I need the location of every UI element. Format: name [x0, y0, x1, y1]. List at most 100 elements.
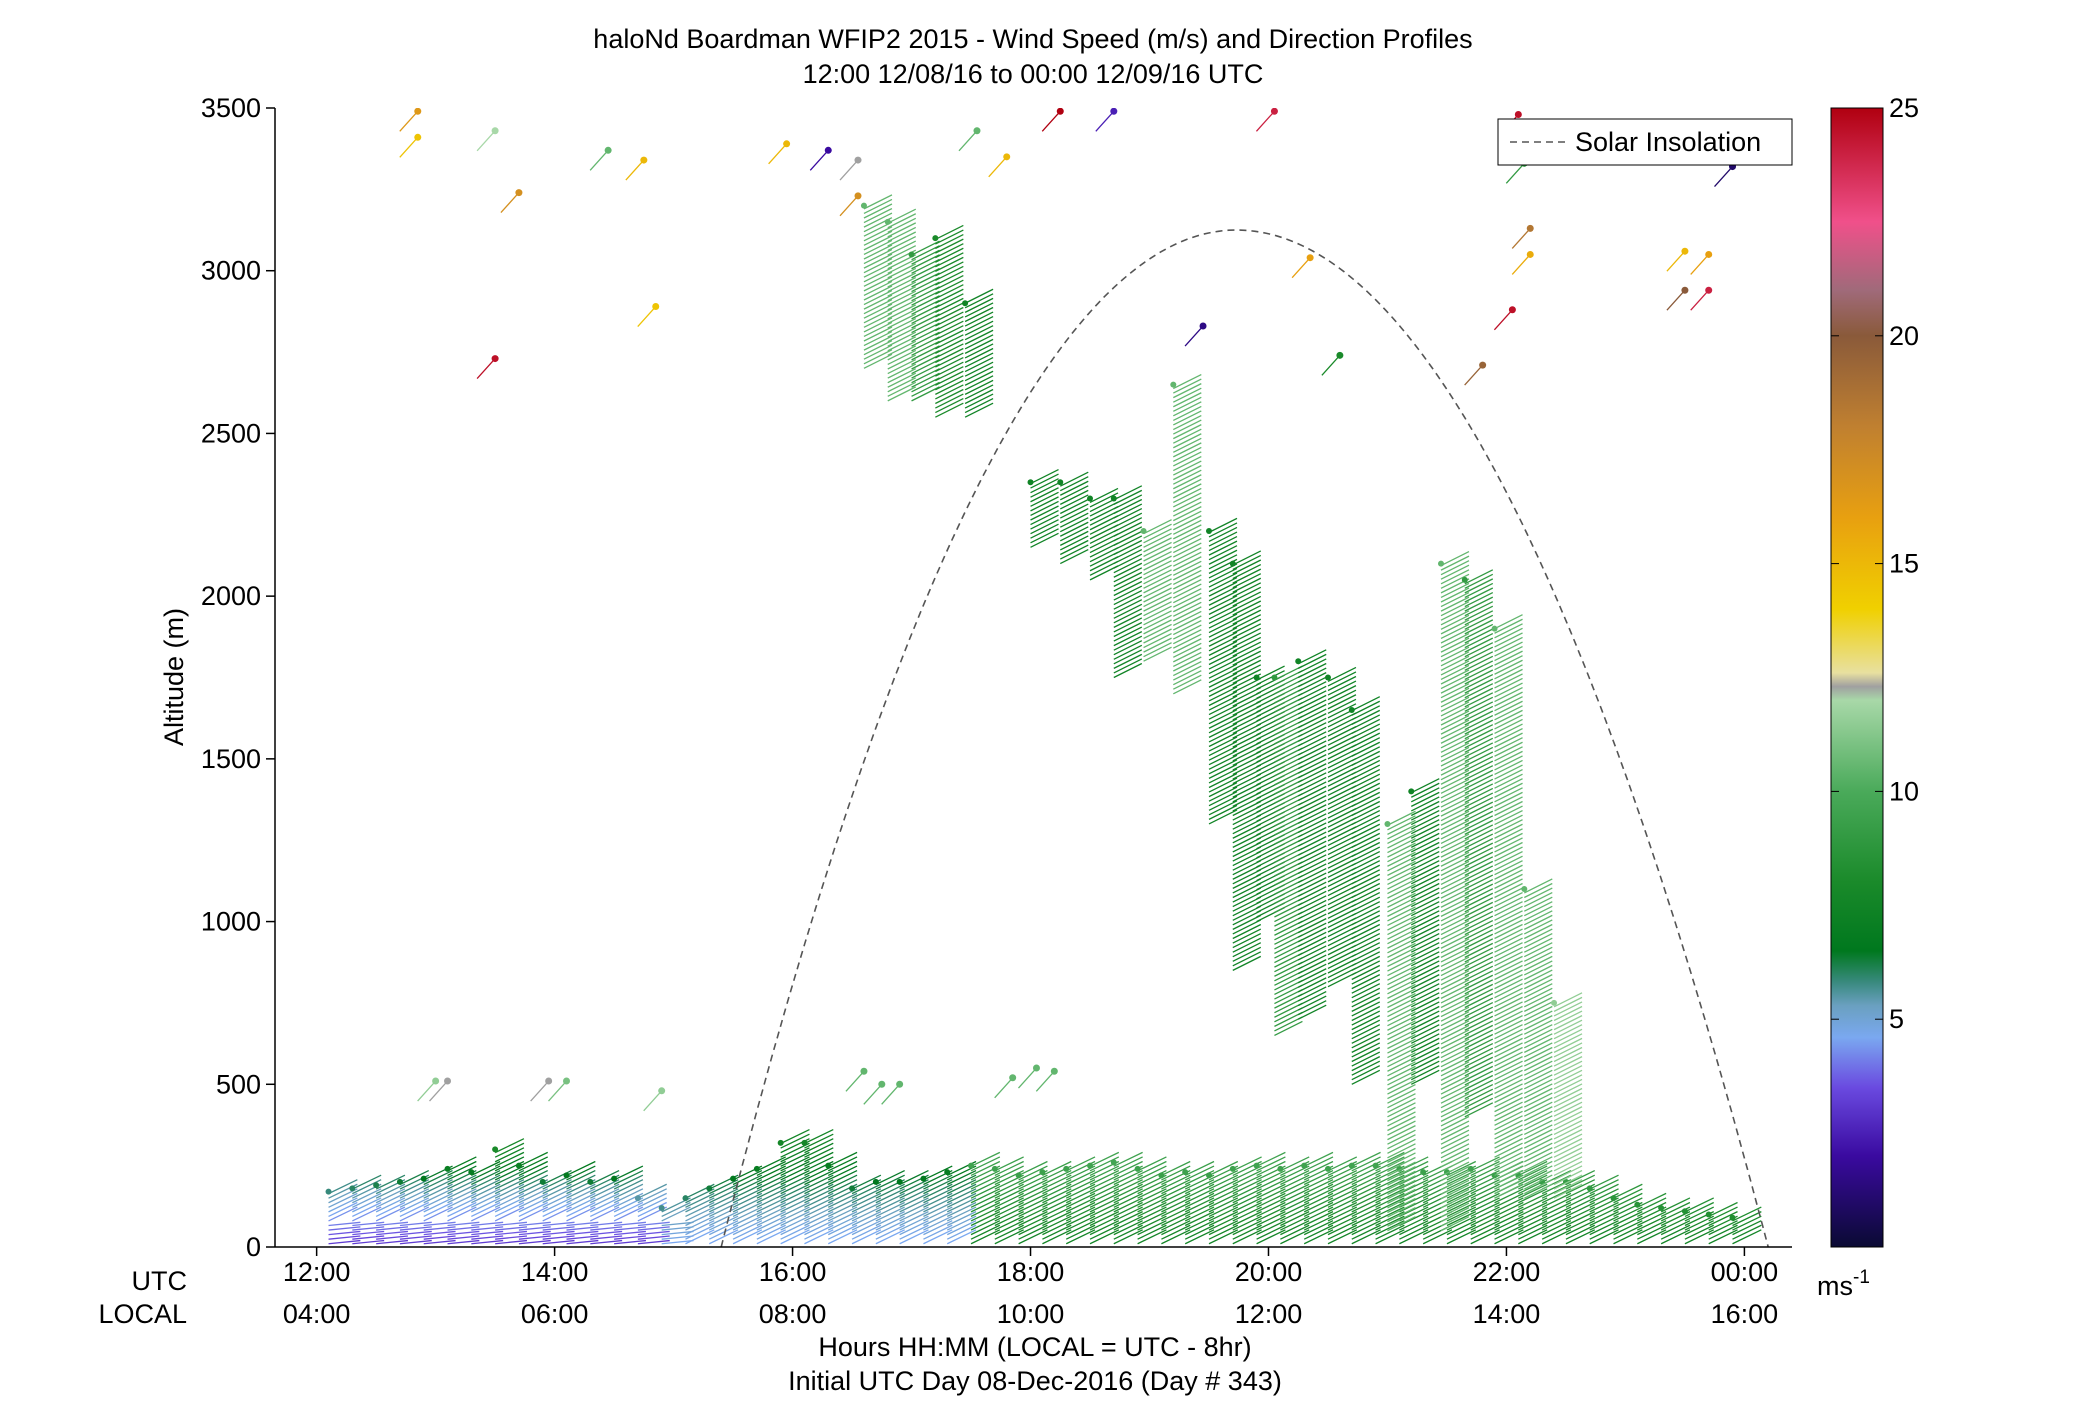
wind-barb — [1387, 1061, 1416, 1077]
wind-barb — [494, 1147, 525, 1163]
wind-barb-single — [863, 1083, 883, 1105]
wind-barb — [1232, 614, 1262, 630]
wind-barb — [1494, 1078, 1523, 1094]
segment-top-marker — [1140, 528, 1147, 535]
wind-barb — [1524, 1015, 1553, 1031]
wind-barb — [970, 1220, 1001, 1236]
wind-barb — [1274, 720, 1303, 736]
wind-barb — [911, 349, 940, 366]
wind-barb — [1351, 832, 1381, 848]
wind-barb — [1410, 946, 1440, 962]
wind-barb — [1113, 1183, 1143, 1199]
wind-barb — [1232, 636, 1262, 653]
wind-barb — [1440, 856, 1470, 872]
wind-barb — [899, 1192, 929, 1208]
profile-top-marker — [1372, 1162, 1379, 1169]
wind-barb — [994, 1215, 1024, 1231]
wind-barb — [1297, 836, 1327, 852]
wind-barb — [1113, 521, 1143, 537]
wind-barb — [1440, 947, 1470, 963]
wind-barb — [1232, 837, 1262, 853]
wind-barb — [1494, 800, 1523, 817]
wind-barb — [1280, 1224, 1310, 1240]
wind-barb — [1387, 1011, 1416, 1027]
wind-barb — [1351, 1224, 1381, 1240]
wind-barb — [1524, 1101, 1553, 1117]
wind-barb — [1553, 1151, 1583, 1167]
wind-barb — [756, 1224, 786, 1240]
wind-barb — [1541, 1188, 1572, 1204]
wind-barb — [1464, 724, 1494, 740]
wind-barb — [1464, 778, 1494, 794]
wind-barb — [471, 1174, 501, 1190]
wind-barb — [1042, 1170, 1072, 1186]
wind-barb — [1351, 1001, 1381, 1017]
wind-barb — [1464, 796, 1494, 813]
wind-barb — [1387, 1216, 1416, 1232]
wind-barb — [1524, 878, 1553, 894]
wind-barb — [1440, 1184, 1470, 1200]
wind-barb — [1440, 742, 1470, 758]
wind-barb — [1232, 604, 1262, 621]
wind-barb — [1446, 1211, 1477, 1227]
wind-barb — [1440, 879, 1470, 895]
wind-barb — [1524, 974, 1553, 990]
wind-barb — [1351, 923, 1381, 940]
wind-barb — [1143, 628, 1172, 644]
wind-barb — [1256, 1192, 1286, 1208]
wind-barb — [863, 244, 893, 260]
wind-barb — [1143, 610, 1172, 626]
profile-top-marker — [539, 1178, 546, 1185]
wind-barb — [1440, 1033, 1470, 1050]
wind-barb — [1440, 1138, 1470, 1154]
wind-barb — [1327, 808, 1357, 824]
wind-barb — [1410, 923, 1440, 940]
wind-barb — [352, 1239, 385, 1245]
wind-barb — [613, 1165, 644, 1181]
wind-barb — [887, 354, 917, 370]
wind-barb — [1524, 1179, 1553, 1195]
wind-barb — [875, 1211, 905, 1227]
wind-barb — [637, 1226, 670, 1231]
wind-barb — [1553, 1179, 1583, 1195]
wind-barb — [1232, 787, 1262, 803]
wind-barb — [1113, 498, 1143, 515]
wind-barb — [1327, 1211, 1358, 1227]
wind-barb — [1440, 696, 1470, 712]
wind-barb — [1297, 754, 1327, 770]
wind-barb — [1387, 1152, 1416, 1168]
wind-barb — [1232, 755, 1262, 771]
wind-barb — [1494, 1074, 1523, 1090]
wind-barb — [1387, 1065, 1416, 1081]
wind-barb — [708, 1229, 739, 1245]
wind-barb — [1440, 796, 1470, 813]
wind-barb — [1327, 1201, 1358, 1217]
wind-barb — [994, 1192, 1024, 1208]
wind-barb — [863, 326, 893, 342]
wind-barb — [1660, 1197, 1691, 1213]
wind-barb — [495, 1230, 528, 1236]
wind-barb — [685, 1197, 715, 1213]
segment-top-marker — [1324, 674, 1331, 681]
wind-barb — [1351, 728, 1381, 744]
wind-barb — [1351, 718, 1381, 735]
y-tick-label: 2000 — [201, 581, 261, 611]
wind-barb — [851, 1220, 882, 1236]
wind-barb — [1274, 715, 1303, 731]
wind-barb — [1565, 1206, 1596, 1222]
wind-point — [1110, 108, 1118, 115]
wind-barb — [1494, 1197, 1524, 1213]
wind-barb — [1232, 668, 1262, 684]
wind-barb — [1375, 1224, 1405, 1240]
wind-barb — [1494, 1179, 1523, 1195]
wind-barb — [946, 1183, 977, 1199]
wind-barb — [1589, 1188, 1619, 1204]
wind-barb — [1464, 605, 1494, 621]
wind-barb — [935, 361, 964, 377]
wind-barb — [756, 1215, 786, 1231]
wind-barb — [1018, 1192, 1048, 1208]
wind-barb — [1524, 910, 1553, 926]
wind-barb — [1351, 819, 1381, 835]
wind-barb — [566, 1239, 599, 1245]
wind-barb — [1351, 1201, 1381, 1217]
